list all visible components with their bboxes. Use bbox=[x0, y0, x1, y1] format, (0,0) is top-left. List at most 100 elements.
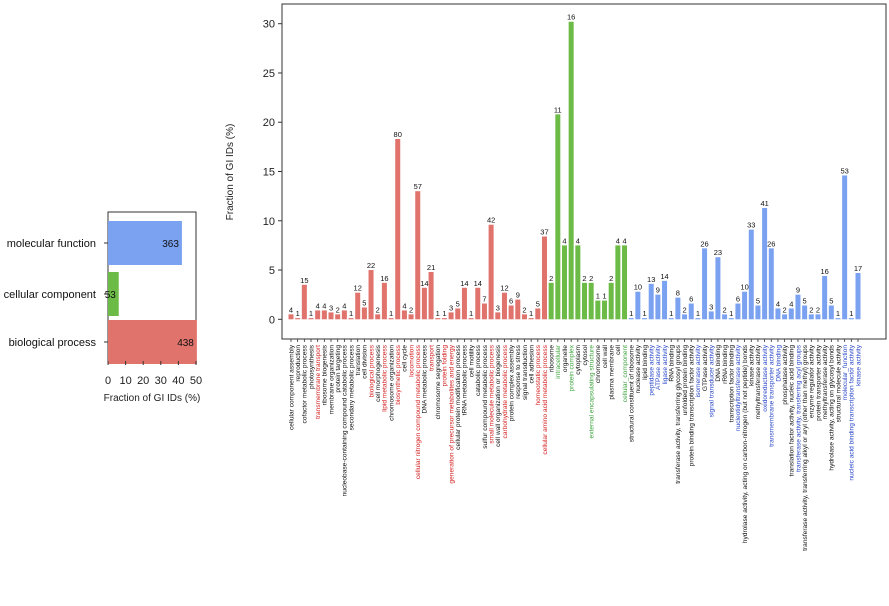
main-bar-count-label: 14 bbox=[660, 272, 668, 281]
main-bar bbox=[695, 318, 701, 320]
main-bar bbox=[668, 318, 674, 320]
main-bar-count-label: 9 bbox=[516, 291, 520, 300]
main-bar-count-label: 53 bbox=[840, 166, 848, 175]
main-bar bbox=[301, 284, 307, 320]
main-bar bbox=[428, 272, 434, 320]
summary-bar-chart: 363 molecular function 53 cellular componen… bbox=[4, 211, 202, 404]
main-category-label: cell morphogenesis bbox=[375, 344, 382, 402]
summary-bar bbox=[108, 272, 119, 316]
main-bar bbox=[348, 318, 354, 320]
main-category-label: homeostatic process bbox=[535, 344, 542, 405]
summary-bar bbox=[108, 221, 182, 265]
main-category-label: peptidase activity bbox=[649, 344, 656, 395]
main-category-label: nucleobase-containing compound catabolic… bbox=[342, 344, 349, 496]
main-bar-count-label: 7 bbox=[482, 295, 486, 304]
main-bar-count-label: 15 bbox=[300, 276, 308, 285]
main-bar-count-label: 2 bbox=[609, 274, 613, 283]
main-bar-count-label: 1 bbox=[642, 309, 646, 318]
main-bar-count-label: 12 bbox=[500, 284, 508, 293]
main-category-label: nucleic acid binding transcription facto… bbox=[849, 344, 856, 480]
main-bar-count-label: 23 bbox=[714, 248, 722, 257]
main-bar bbox=[622, 245, 628, 320]
main-bar bbox=[555, 114, 561, 320]
main-bar-count-label: 37 bbox=[540, 228, 548, 237]
main-bar bbox=[688, 303, 694, 320]
main-bar bbox=[835, 318, 841, 320]
main-y-tick-label: 30 bbox=[263, 19, 275, 31]
main-bar-count-label: 6 bbox=[689, 295, 693, 304]
main-category-label: sulfur compound metabolic process bbox=[482, 344, 489, 448]
main-y-axis-label: Fraction of GI IDs (%) bbox=[225, 124, 236, 221]
main-bar-count-label: 1 bbox=[389, 309, 393, 318]
main-category-label: GTPase activity bbox=[702, 344, 709, 391]
main-bar bbox=[628, 318, 634, 320]
main-category-label: transferase activity, transferring acyl … bbox=[795, 344, 802, 472]
main-bar bbox=[375, 314, 381, 320]
main-bar-count-label: 3 bbox=[496, 303, 500, 312]
main-category-label: secondary metabolic process bbox=[348, 344, 355, 430]
main-bar bbox=[855, 272, 861, 320]
main-bar bbox=[415, 191, 421, 320]
main-bar bbox=[335, 314, 341, 320]
main-category-label: transmembrane transporter activity bbox=[769, 344, 776, 447]
main-bar bbox=[515, 299, 521, 320]
main-category-label: transport bbox=[428, 345, 435, 371]
main-category-label: cellular amino acid metabolic process bbox=[542, 344, 549, 454]
main-category-label: protein complex assembly bbox=[508, 344, 515, 421]
main-bar-count-label: 9 bbox=[656, 286, 660, 295]
main-bar bbox=[341, 310, 347, 320]
main-bar-count-label: 16 bbox=[380, 274, 388, 283]
main-bar bbox=[842, 175, 848, 320]
main-bar-count-label: 4 bbox=[342, 301, 346, 310]
main-bar bbox=[848, 318, 854, 320]
main-bar-count-label: 2 bbox=[336, 305, 340, 314]
main-category-label: transcription factor binding bbox=[729, 345, 736, 423]
main-category-label: protein folding bbox=[442, 345, 449, 387]
main-bar-count-label: 1 bbox=[349, 309, 353, 318]
main-category-label: external encapsulating structure bbox=[588, 345, 595, 439]
main-bar bbox=[735, 303, 741, 320]
main-bar bbox=[548, 282, 554, 320]
main-category-label: transmembrane transport bbox=[315, 345, 322, 419]
main-bar bbox=[702, 248, 708, 320]
main-category-label: intracellular bbox=[555, 344, 562, 379]
main-category-label: DNA binding bbox=[775, 345, 782, 382]
summary-x-tick-label: 10 bbox=[119, 375, 131, 387]
main-bar bbox=[615, 245, 621, 320]
main-bar bbox=[642, 318, 648, 320]
main-bar-count-label: 10 bbox=[740, 283, 748, 292]
main-category-label: locomotion bbox=[408, 345, 415, 377]
main-bar bbox=[308, 318, 314, 320]
main-category-label: cofactor metabolic process bbox=[302, 344, 309, 423]
main-category-label: nucleotidyltransferase activity bbox=[735, 344, 742, 431]
main-category-label: protein transporter activity bbox=[815, 344, 822, 421]
main-bar-count-label: 21 bbox=[427, 263, 435, 272]
main-category-label: cytosol bbox=[582, 344, 589, 365]
main-bar-count-label: 1 bbox=[309, 309, 313, 318]
main-category-label: translation factor activity, nucleic aci… bbox=[789, 345, 796, 477]
main-bar-count-label: 4 bbox=[576, 236, 580, 245]
main-bar-count-label: 80 bbox=[394, 130, 402, 139]
main-bar-count-label: 2 bbox=[582, 274, 586, 283]
summary-bar-data-label: 53 bbox=[105, 290, 117, 301]
main-bar-count-label: 2 bbox=[816, 305, 820, 314]
main-category-label: cell wall bbox=[602, 344, 609, 368]
main-category-label: cellular component assembly bbox=[288, 344, 295, 430]
main-bar-count-label: 13 bbox=[647, 275, 655, 284]
main-bar-count-label: 2 bbox=[682, 305, 686, 314]
main-bar bbox=[782, 314, 788, 320]
main-bar-count-label: 2 bbox=[549, 274, 553, 283]
main-bar bbox=[828, 305, 834, 320]
main-category-label: small molecule metabolic process bbox=[488, 344, 495, 443]
main-bar-count-label: 2 bbox=[589, 274, 593, 283]
main-category-label: cell bbox=[615, 344, 622, 354]
main-bar-count-label: 14 bbox=[460, 279, 468, 288]
main-y-tick-label: 0 bbox=[269, 314, 275, 326]
main-bar-count-label: 33 bbox=[747, 221, 755, 230]
main-category-label: response to stress bbox=[515, 344, 522, 399]
main-bar-count-label: 4 bbox=[789, 299, 793, 308]
main-bar-count-label: 6 bbox=[736, 295, 740, 304]
summary-x-tick-label: 0 bbox=[105, 375, 111, 387]
main-bar-count-label: 10 bbox=[634, 283, 642, 292]
